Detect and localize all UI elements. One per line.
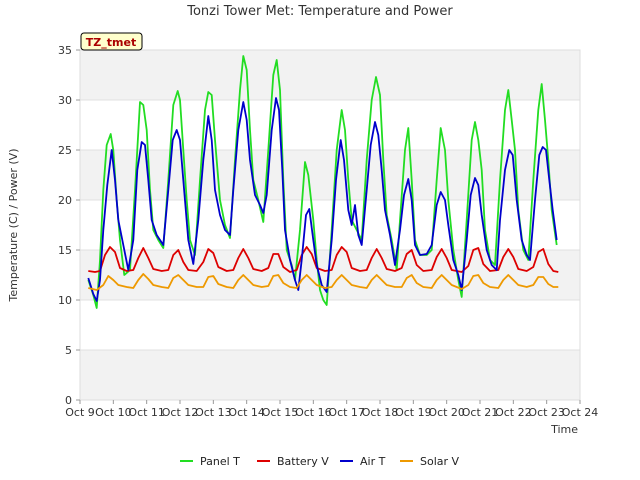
- legend-item-air-t: Air T: [340, 455, 386, 468]
- grid-band: [80, 150, 580, 200]
- y-tick-label: 20: [58, 194, 72, 207]
- legend-item-panel-t: Panel T: [180, 455, 240, 468]
- y-tick-label: 5: [65, 344, 72, 357]
- y-axis-label: Temperature (C) / Power (V): [7, 148, 20, 302]
- y-tick-label: 10: [58, 294, 72, 307]
- x-axis-label: Time: [550, 423, 578, 436]
- site-label-frame: [80, 32, 143, 51]
- x-tick-label: Oct 20: [428, 406, 465, 419]
- x-tick-label: Oct 15: [262, 406, 299, 419]
- series-line-air-t: [87, 97, 558, 302]
- series-lines: [87, 55, 559, 309]
- legend-label: Air T: [360, 455, 386, 468]
- grid-band: [80, 50, 580, 100]
- y-tick-label: 25: [58, 144, 72, 157]
- x-tick-label: Oct 10: [95, 406, 132, 419]
- x-tick-label: Oct 9: [65, 406, 95, 419]
- x-tick-label: Oct 22: [495, 406, 532, 419]
- y-tick-label: 15: [58, 244, 72, 257]
- legend-label: Solar V: [420, 455, 460, 468]
- x-tick-label: Oct 17: [328, 406, 365, 419]
- grid-band: [80, 350, 580, 400]
- chart-title: Tonzi Tower Met: Temperature and Power: [186, 4, 453, 19]
- x-tick-label: Oct 18: [362, 406, 399, 419]
- legend: Panel T Battery V Air T Solar V: [180, 455, 460, 468]
- y-axis: 0 5 10 15 20 25 30 35: [58, 44, 80, 407]
- y-tick-label: 30: [58, 94, 72, 107]
- x-tick-label: Oct 14: [228, 406, 265, 419]
- series-line-battery-v: [88, 246, 559, 273]
- y-tick-label: 35: [58, 44, 72, 57]
- x-tick-label: Oct 23: [528, 406, 565, 419]
- x-tick-label: Oct 11: [128, 406, 165, 419]
- x-tick-label: Oct 19: [395, 406, 432, 419]
- x-tick-label: Oct 21: [462, 406, 499, 419]
- x-tick-label: Oct 12: [162, 406, 199, 419]
- y-tick-label: 0: [65, 394, 72, 407]
- series-line-solar-v: [88, 273, 559, 291]
- legend-item-solar-v: Solar V: [400, 455, 460, 468]
- x-tick-label: Oct 24: [562, 406, 599, 419]
- site-label: TZ_tmet: [86, 36, 136, 49]
- site-label-box: TZ_tmet: [80, 32, 143, 51]
- legend-label: Panel T: [200, 455, 240, 468]
- legend-label: Battery V: [277, 455, 329, 468]
- x-tick-label: Oct 16: [295, 406, 332, 419]
- plot-area: [79, 49, 581, 401]
- x-tick-label: Oct 13: [195, 406, 232, 419]
- legend-item-battery-v: Battery V: [257, 455, 329, 468]
